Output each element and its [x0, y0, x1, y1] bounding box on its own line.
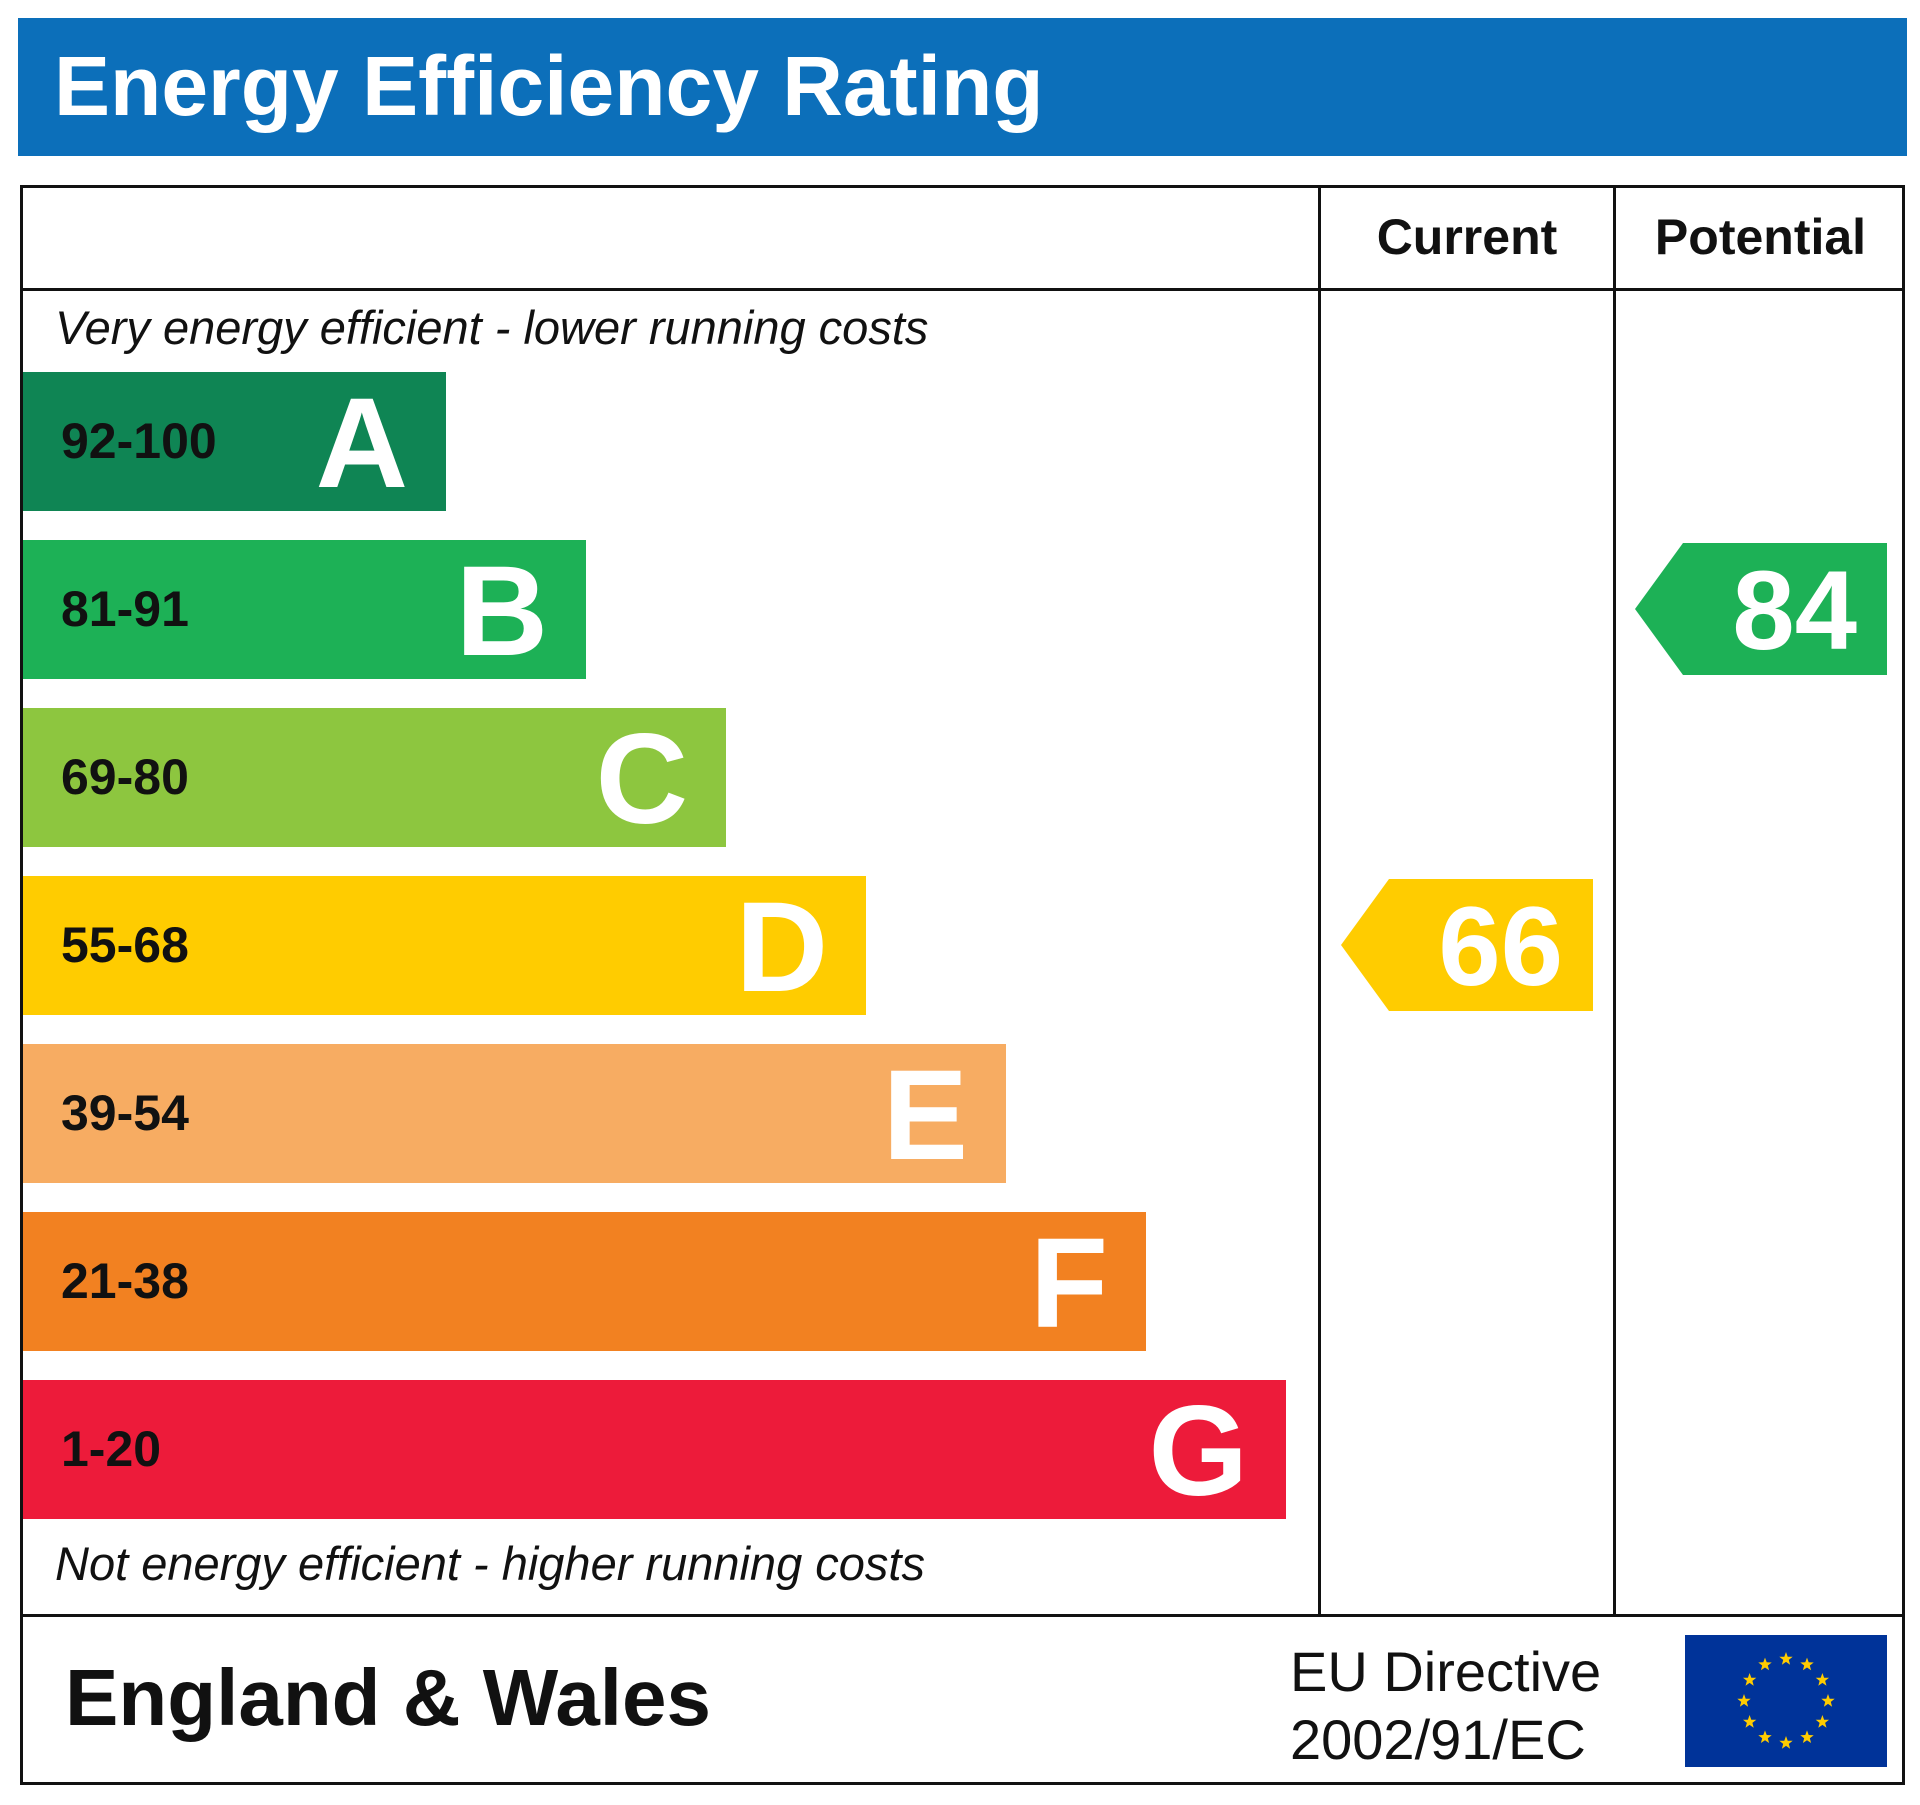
potential-rating-value: 84 — [1732, 548, 1857, 673]
header-divider — [20, 288, 1905, 291]
band-letter: D — [735, 876, 828, 1019]
band-range-label: 39-54 — [61, 1085, 189, 1141]
footer-directive: EU Directive 2002/91/EC — [1290, 1638, 1601, 1774]
current-rating-arrow: 66 — [1341, 879, 1593, 1011]
eu-star-icon — [1800, 1730, 1814, 1743]
eu-star-icon — [1743, 1715, 1757, 1728]
band-letter: F — [1029, 1212, 1108, 1355]
eu-star-icon — [1743, 1673, 1757, 1686]
band-range-label: 81-91 — [61, 581, 189, 637]
bottom-note: Not energy efficient - higher running co… — [55, 1537, 925, 1590]
eu-star-icon — [1815, 1715, 1829, 1728]
band-range-label: 21-38 — [61, 1253, 189, 1309]
band-range-label: 69-80 — [61, 749, 189, 805]
band-range-label: 1-20 — [61, 1421, 162, 1477]
potential-column-divider — [1613, 185, 1616, 1617]
rating-band-c: 69-80 C — [23, 708, 726, 851]
rating-table — [20, 185, 1905, 1785]
rating-band-b: 81-91 B — [23, 540, 586, 683]
eu-star-icon — [1758, 1657, 1772, 1671]
current-arrow-shape — [1341, 879, 1593, 1011]
current-column-divider — [1318, 185, 1321, 1617]
band-letter: B — [455, 540, 548, 683]
rating-band-d: 55-68 D — [23, 876, 866, 1019]
band-letter: G — [1148, 1380, 1248, 1523]
rating-band-f: 21-38 F — [23, 1212, 1146, 1355]
title-bar: Energy Efficiency Rating — [18, 18, 1907, 156]
eu-star-icon — [1779, 1652, 1793, 1665]
band-letter: A — [315, 372, 408, 515]
chart-title: Energy Efficiency Rating — [54, 39, 1044, 133]
eu-star-icon — [1815, 1673, 1829, 1686]
eu-star-icon — [1758, 1730, 1772, 1743]
footer-region: England & Wales — [65, 1653, 712, 1742]
current-rating-value: 66 — [1438, 884, 1563, 1009]
band-letter: E — [882, 1044, 968, 1187]
top-note: Very energy efficient - lower running co… — [55, 301, 929, 354]
potential-arrow-shape — [1635, 543, 1887, 675]
eu-star-icon — [1800, 1657, 1814, 1671]
band-range-label: 92-100 — [61, 413, 217, 469]
eu-star-icon — [1821, 1694, 1835, 1707]
eu-star-icon — [1737, 1694, 1751, 1707]
rating-band-a: 92-100 A — [23, 372, 446, 515]
eu-star-icon — [1779, 1736, 1793, 1749]
rating-band-g: 1-20 G — [23, 1380, 1286, 1523]
band-range-label: 55-68 — [61, 917, 189, 973]
potential-rating-arrow: 84 — [1635, 543, 1887, 675]
directive-line-2: 2002/91/EC — [1290, 1708, 1586, 1771]
band-letter: C — [595, 708, 688, 851]
directive-line-1: EU Directive — [1290, 1640, 1602, 1703]
footer-divider — [20, 1614, 1905, 1617]
potential-column-header: Potential — [1654, 209, 1867, 265]
current-column-header: Current — [1376, 209, 1558, 265]
rating-band-e: 39-54 E — [23, 1044, 1006, 1187]
eu-flag-icon — [1685, 1635, 1887, 1767]
